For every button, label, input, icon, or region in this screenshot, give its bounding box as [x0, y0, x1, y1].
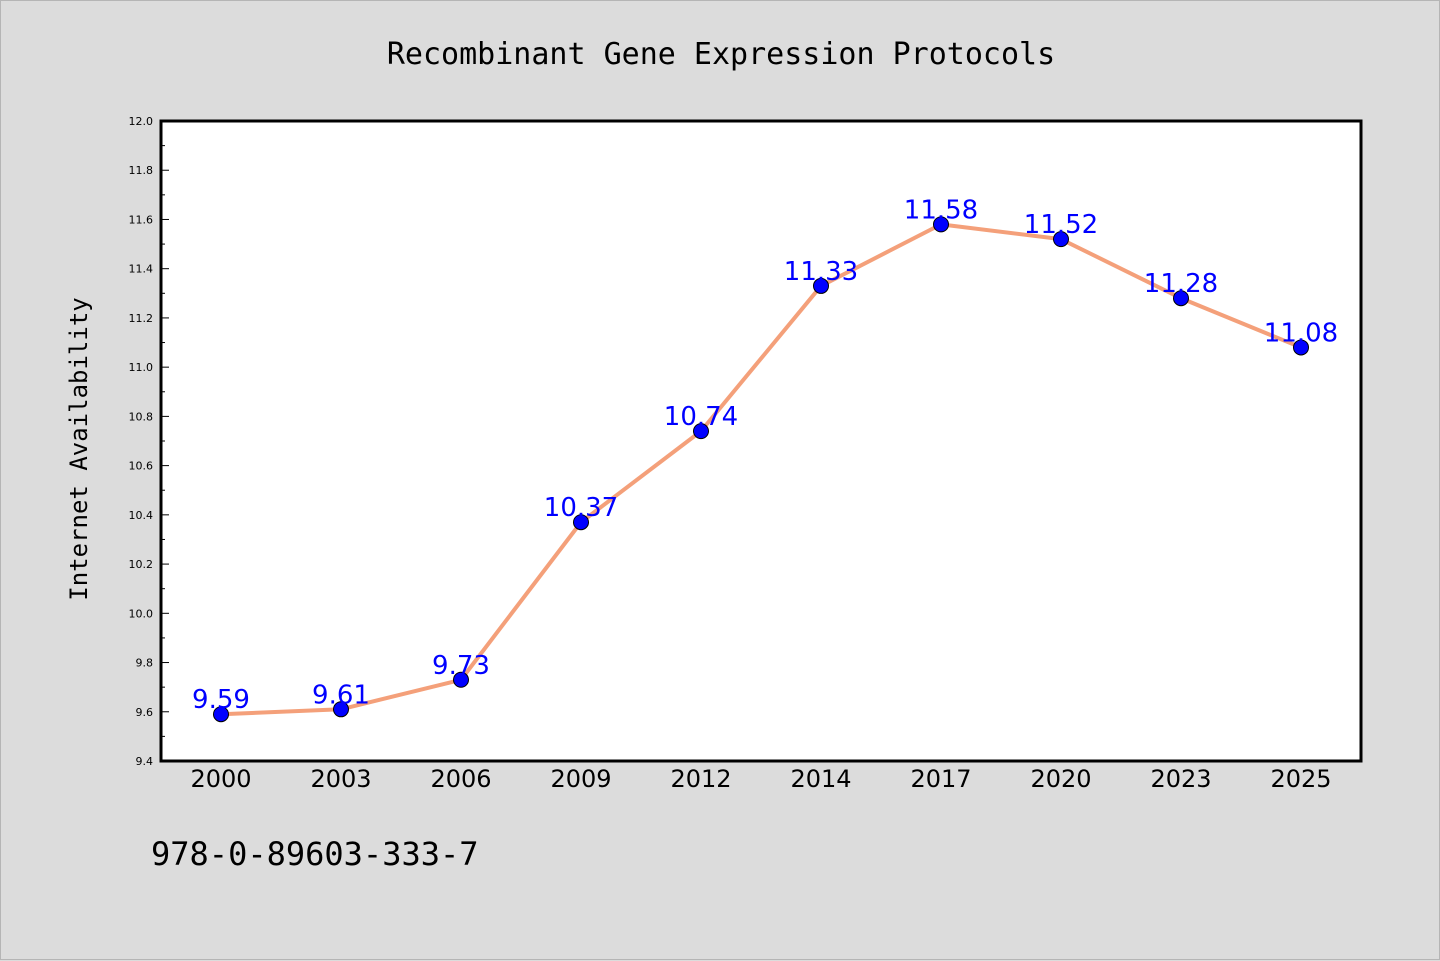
data-point: [1293, 339, 1309, 356]
data-label: 10.74: [664, 402, 738, 432]
series-line: [219, 222, 1303, 717]
x-tick-label: 2006: [430, 765, 491, 793]
y-tick-label: 11.4: [129, 263, 154, 276]
data-label: 11.28: [1144, 269, 1218, 299]
data-point: [213, 706, 229, 723]
x-tick-label: 2009: [550, 765, 611, 793]
data-point: [453, 671, 469, 688]
chart-title: Recombinant Gene Expression Protocols: [387, 37, 1055, 72]
x-tick-label: 2025: [1270, 765, 1331, 793]
data-label: 11.08: [1264, 318, 1338, 348]
data-label: 11.33: [784, 257, 858, 287]
x-tick-label: 2023: [1150, 765, 1211, 793]
data-point: [573, 514, 589, 531]
series-layer: 9.59 9.61 9.73 10.37 10.74 11.33 11.58 11.52 11.…: [192, 195, 1338, 723]
x-tick-label: 2000: [190, 765, 251, 793]
x-tick-label: 2014: [790, 765, 851, 793]
plot-area: [159, 119, 1363, 763]
y-tick-label: 10.0: [129, 607, 154, 620]
x-axis: 2000 2003 2006 2009 2012 2014 2017 2020 2023 2025: [190, 765, 1331, 793]
data-label: 9.61: [312, 680, 370, 710]
data-point: [1173, 290, 1189, 307]
x-tick-label: 2020: [1030, 765, 1091, 793]
data-label: 11.58: [904, 195, 978, 225]
y-tick-label: 11.0: [129, 361, 154, 374]
y-axis: 9.4 9.6 9.8 10.0 10.2 10.4 10.6 10.8 11.0 11.2 11.…: [129, 115, 169, 768]
y-tick-label: 10.2: [129, 558, 154, 571]
footer-code: 978-0-89603-333-7: [151, 835, 479, 873]
y-tick-label: 10.6: [129, 460, 154, 473]
x-tick-label: 2017: [910, 765, 971, 793]
data-point: [1053, 231, 1069, 248]
y-tick-label: 11.8: [129, 164, 154, 177]
y-tick-label: 9.6: [136, 706, 154, 719]
data-point: [933, 216, 949, 233]
x-tick-label: 2012: [670, 765, 731, 793]
data-label: 9.73: [432, 651, 490, 681]
data-point: [693, 423, 709, 440]
data-point: [813, 277, 829, 294]
y-tick-label: 10.4: [129, 509, 154, 522]
y-axis-label: Internet Availability: [65, 297, 93, 600]
data-label: 11.52: [1024, 210, 1098, 240]
y-tick-label: 12.0: [129, 115, 154, 128]
data-label: 9.59: [192, 685, 250, 715]
y-tick-label: 9.8: [136, 657, 154, 670]
y-tick-label: 11.2: [129, 312, 154, 325]
y-tick-label: 11.6: [129, 213, 154, 226]
y-tick-label: 10.8: [129, 410, 154, 423]
data-point: [333, 701, 349, 718]
x-tick-label: 2003: [310, 765, 371, 793]
y-tick-label: 9.4: [136, 755, 154, 768]
data-label: 10.37: [544, 493, 618, 523]
